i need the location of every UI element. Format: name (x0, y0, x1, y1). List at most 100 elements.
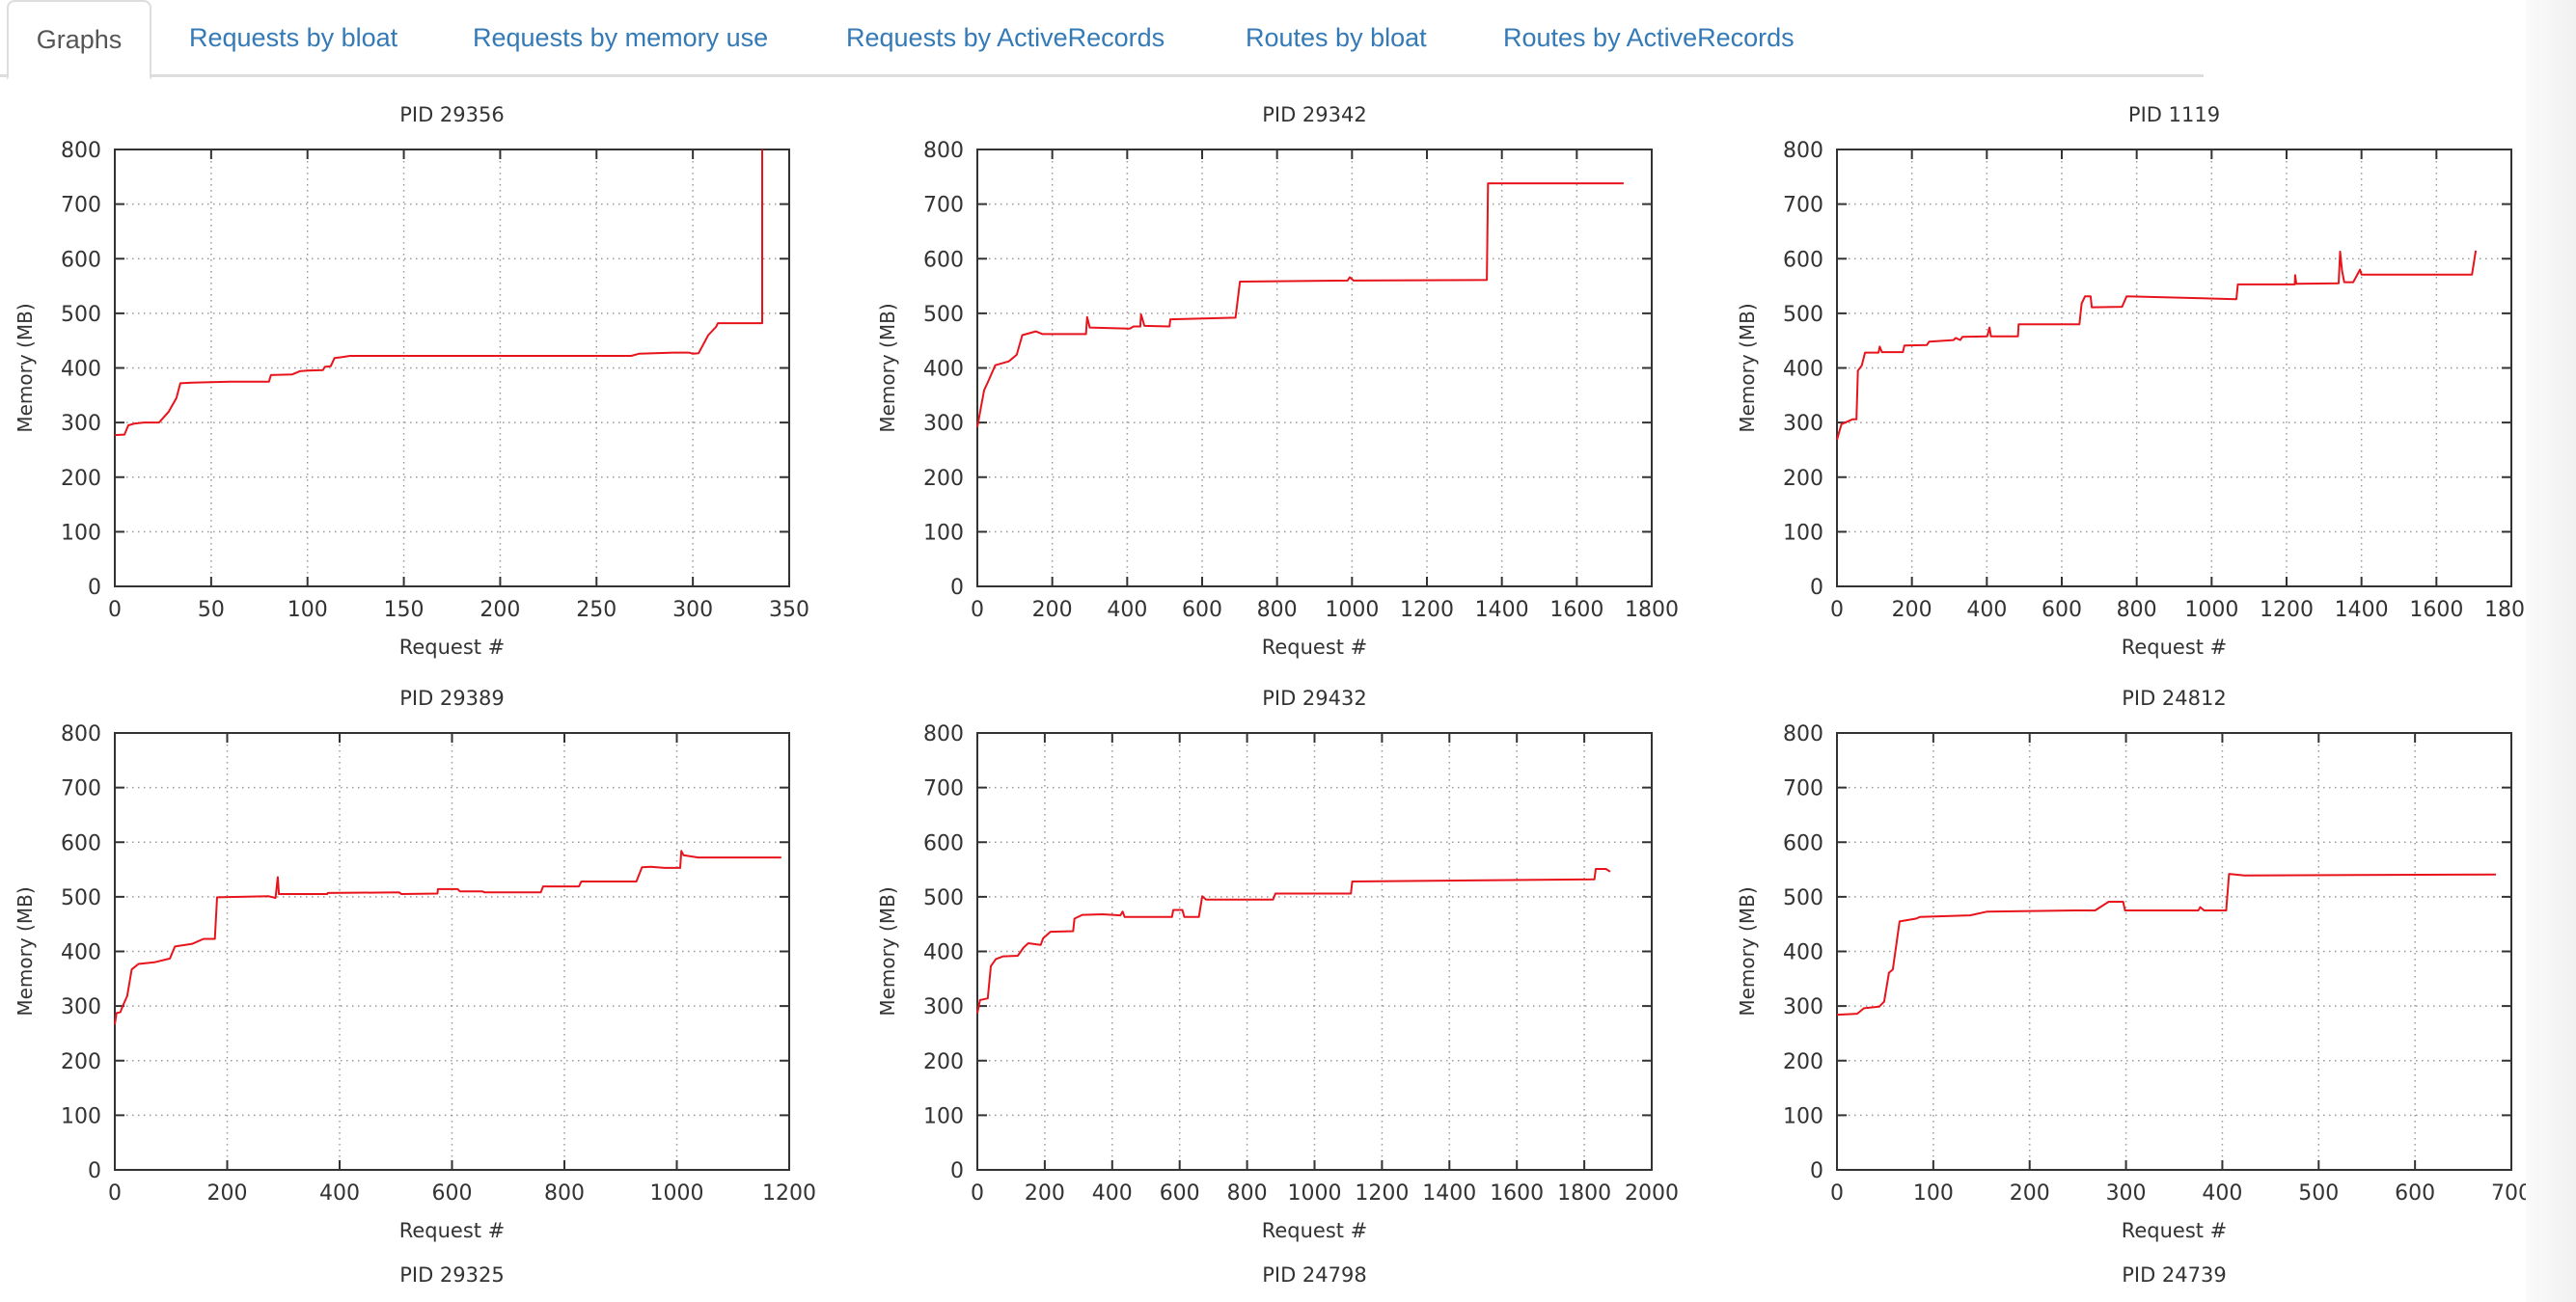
x-tick-label: 600 (1182, 598, 1222, 622)
chart-svg: PID 29432 0 100 200 300 400 500 600 700 800 0 200 40… (876, 687, 1679, 1242)
y-tick-label: 0 (950, 576, 964, 600)
x-tick-label: 400 (1107, 598, 1147, 622)
y-tick-label: 800 (1783, 139, 1823, 163)
x-tick-label: 0 (1830, 598, 1844, 622)
y-tick-label: 300 (1783, 412, 1823, 436)
x-tick-label: 1600 (1549, 598, 1603, 622)
y-tick-label: 700 (61, 777, 101, 801)
memory-series-line (976, 868, 1611, 1014)
x-tick-label: 1000 (650, 1181, 704, 1206)
x-axis-label: Request # (1262, 1219, 1368, 1242)
y-tick-label: 0 (88, 576, 101, 600)
x-tick-label: 300 (672, 598, 713, 622)
chart-title: PID 29325 (399, 1263, 505, 1287)
y-tick-label: 600 (923, 831, 964, 855)
x-tick-label: 200 (480, 598, 520, 622)
y-tick-label: 200 (923, 1050, 964, 1074)
y-tick-label: 200 (923, 467, 964, 491)
x-tick-label: 1000 (1288, 1181, 1342, 1206)
y-axis-label: Memory (MB) (14, 303, 37, 432)
chart-svg: PID 29389 0 100 200 300 400 500 600 700 800 0 200 40… (14, 687, 816, 1242)
x-tick-label: 600 (1160, 1181, 1200, 1206)
x-tick-label: 0 (971, 1181, 984, 1206)
y-tick-label: 100 (923, 521, 964, 545)
chart-svg: PID 29356 0 100 200 300 400 500 600 700 800 0 50 100… (14, 103, 809, 659)
scrollbar[interactable] (2526, 0, 2576, 1302)
chart-title: PID 29356 (399, 103, 505, 126)
x-axis-label: Request # (399, 636, 506, 659)
plot-border (114, 732, 790, 1171)
tab-routes-by-activerecords[interactable]: Routes by ActiveRecords (1503, 23, 1795, 52)
x-tick-label: 200 (207, 1181, 248, 1206)
y-tick-label: 700 (1783, 777, 1823, 801)
memory-series-line (1836, 873, 2497, 1017)
x-tick-label: 400 (1092, 1181, 1133, 1206)
x-tick-label: 200 (1892, 598, 1932, 622)
y-tick-label: 300 (61, 995, 101, 1019)
y-tick-label: 700 (61, 194, 101, 218)
y-tick-label: 800 (923, 139, 964, 163)
y-tick-label: 0 (1810, 1159, 1823, 1183)
y-tick-label: 300 (923, 412, 964, 436)
x-tick-label: 600 (432, 1181, 473, 1206)
x-tick-label: 1600 (2409, 598, 2463, 622)
y-tick-label: 500 (1783, 303, 1823, 327)
x-tick-label: 250 (576, 598, 617, 622)
tab-requests-by-memory-use[interactable]: Requests by memory use (473, 23, 769, 52)
memory-chart: PID 29432 0 100 200 300 400 500 600 700 800 0 200 40… (863, 670, 1721, 1249)
chart-svg: PID 29342 0 100 200 300 400 500 600 700 800 0 200 40… (876, 103, 1679, 659)
memory-series-line (976, 182, 1624, 427)
x-tick-label: 1800 (1557, 1181, 1611, 1206)
y-tick-label: 0 (1810, 576, 1823, 600)
chart-title: PID 29432 (1262, 687, 1367, 710)
memory-chart: PID 29356 0 100 200 300 400 500 600 700 800 0 50 100… (0, 87, 859, 665)
x-tick-label: 100 (1913, 1181, 1954, 1206)
x-tick-label: 1600 (1490, 1181, 1544, 1206)
x-tick-label: 150 (384, 598, 425, 622)
x-tick-label: 400 (1966, 598, 2007, 622)
memory-chart: PID 29389 0 100 200 300 400 500 600 700 800 0 200 40… (0, 670, 859, 1249)
plot-border (114, 149, 790, 587)
x-tick-label: 350 (769, 598, 809, 622)
plot-border (976, 732, 1653, 1171)
plot-border (1836, 149, 2512, 587)
x-tick-label: 800 (544, 1181, 585, 1206)
tab-graphs[interactable]: Graphs (7, 0, 151, 80)
y-tick-label: 100 (61, 521, 101, 545)
x-tick-label: 800 (1257, 598, 1298, 622)
y-tick-label: 400 (923, 941, 964, 965)
x-tick-label: 1800 (1625, 598, 1679, 622)
x-tick-label: 200 (1025, 1181, 1065, 1206)
y-tick-label: 700 (923, 777, 964, 801)
y-tick-label: 800 (61, 722, 101, 746)
y-tick-label: 500 (923, 886, 964, 910)
x-tick-label: 600 (2042, 598, 2082, 622)
x-tick-label: 0 (108, 598, 122, 622)
y-axis-label: Memory (MB) (1736, 303, 1759, 432)
tab-routes-by-bloat[interactable]: Routes by bloat (1246, 23, 1427, 52)
y-tick-label: 700 (1783, 194, 1823, 218)
x-tick-label: 1000 (1325, 598, 1379, 622)
y-tick-label: 500 (61, 886, 101, 910)
chart-svg: PID 1119 0 100 200 300 400 500 600 700 800 0 200 400… (1736, 103, 2538, 659)
plot-border (1836, 732, 2512, 1171)
tab-requests-by-bloat[interactable]: Requests by bloat (189, 23, 398, 52)
tab-requests-by-activerecords[interactable]: Requests by ActiveRecords (846, 23, 1165, 52)
x-tick-label: 200 (2010, 1181, 2050, 1206)
y-tick-label: 600 (61, 831, 101, 855)
x-tick-label: 1200 (1400, 598, 1454, 622)
x-tick-label: 2000 (1625, 1181, 1679, 1206)
x-tick-label: 400 (2202, 1181, 2242, 1206)
y-tick-label: 0 (950, 1159, 964, 1183)
memory-series-line (114, 850, 781, 1025)
memory-chart: PID 24812 0 100 200 300 400 500 600 700 800 0 100 20… (1722, 670, 2576, 1249)
y-tick-label: 100 (1783, 1104, 1823, 1128)
x-tick-label: 1200 (2260, 598, 2314, 622)
x-tick-label: 500 (2298, 1181, 2339, 1206)
y-tick-label: 100 (61, 1104, 101, 1128)
y-tick-label: 500 (1783, 886, 1823, 910)
y-axis-label: Memory (MB) (1736, 886, 1759, 1016)
x-tick-label: 600 (2395, 1181, 2435, 1206)
y-tick-label: 300 (923, 995, 964, 1019)
y-tick-label: 500 (61, 303, 101, 327)
